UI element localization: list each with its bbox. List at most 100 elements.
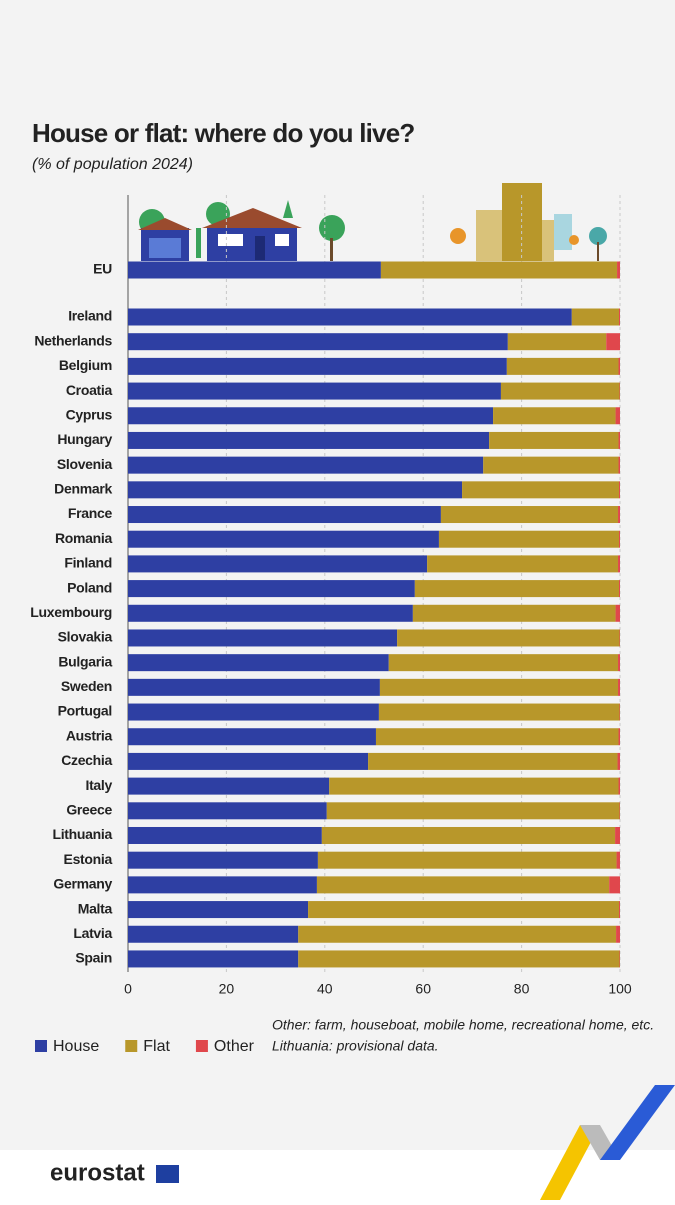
bar-segment	[128, 432, 489, 449]
x-tick-label: 60	[415, 981, 431, 997]
y-tick-label: Netherlands	[34, 332, 112, 348]
y-tick-label: Sweden	[61, 678, 112, 694]
bar-segment	[619, 778, 620, 795]
bar-segment	[619, 481, 620, 498]
bar-segment	[308, 901, 619, 918]
x-tick-label: 0	[124, 981, 132, 997]
bar-segment	[619, 580, 620, 597]
note: Other: farm, houseboat, mobile home, rec…	[272, 1017, 654, 1033]
legend-swatch	[196, 1040, 208, 1052]
x-tick-label: 80	[514, 981, 530, 997]
bar-segment	[619, 728, 620, 745]
bar-segment	[128, 802, 327, 819]
bar-segment	[619, 309, 620, 326]
y-tick-label: EU	[93, 261, 112, 277]
bar-segment	[128, 555, 427, 572]
bar-segment	[462, 481, 619, 498]
legend-label: Other	[214, 1038, 255, 1055]
bar-segment	[415, 580, 619, 597]
bar-segment	[619, 457, 620, 474]
bar-segment	[128, 926, 298, 943]
bar-segment	[616, 926, 620, 943]
bar-segment	[128, 654, 389, 671]
y-tick-label: Hungary	[57, 431, 112, 447]
y-tick-label: Romania	[55, 530, 113, 546]
y-tick-label: France	[68, 505, 113, 521]
y-tick-label: Finland	[64, 555, 112, 571]
bar-segment	[606, 333, 620, 350]
bar-segment	[397, 629, 619, 646]
chart-title: House or flat: where do you live?	[32, 118, 414, 148]
bar-segment	[619, 901, 620, 918]
y-tick-label: Greece	[66, 802, 112, 818]
bar-segment	[298, 950, 619, 967]
bar-segment	[128, 704, 379, 721]
bar-segment	[380, 679, 618, 696]
bar-segment	[128, 901, 308, 918]
bar-segment	[507, 358, 619, 375]
x-tick-label: 100	[608, 981, 632, 997]
bar-segment	[128, 506, 441, 523]
bar-segment	[128, 309, 572, 326]
bar-segment	[128, 827, 322, 844]
bar-segment	[619, 358, 620, 375]
bar-segment	[128, 358, 507, 375]
y-tick-label: Denmark	[54, 481, 112, 497]
legend-swatch	[35, 1040, 47, 1052]
bar-segment	[381, 262, 617, 279]
y-tick-label: Malta	[78, 900, 113, 916]
bar-segment	[128, 876, 317, 893]
y-tick-label: Lithuania	[52, 826, 112, 842]
x-tick-label: 40	[317, 981, 333, 997]
y-tick-label: Cyprus	[66, 406, 113, 422]
note: Lithuania: provisional data.	[272, 1038, 439, 1054]
bar-segment	[318, 852, 617, 869]
bar-segment	[317, 876, 609, 893]
y-tick-label: Bulgaria	[58, 653, 112, 669]
y-tick-label: Latvia	[73, 925, 112, 941]
bar-segment	[128, 679, 380, 696]
x-tick-label: 20	[219, 981, 235, 997]
y-tick-label: Croatia	[66, 382, 113, 398]
bar-segment	[508, 333, 606, 350]
bar-segment	[128, 531, 439, 548]
bar-segment	[572, 309, 619, 326]
y-tick-label: Estonia	[64, 851, 113, 867]
bar-segment	[128, 728, 376, 745]
logo: eurostat	[50, 1159, 145, 1186]
legend-swatch	[125, 1040, 137, 1052]
bar-segment	[619, 432, 620, 449]
bar-segment	[128, 580, 415, 597]
y-tick-label: Germany	[53, 876, 112, 892]
bar-segment	[441, 506, 618, 523]
bar-segment	[128, 852, 318, 869]
bar-segment	[376, 728, 619, 745]
bar-segment	[427, 555, 618, 572]
bar-segment	[413, 605, 616, 622]
bar-segment	[389, 654, 618, 671]
bar-segment	[618, 679, 620, 696]
y-tick-label: Luxembourg	[30, 604, 112, 620]
bar-segment	[128, 950, 298, 967]
eu-flag	[156, 1165, 179, 1183]
bar-segment	[128, 629, 397, 646]
bar-segment	[618, 555, 620, 572]
bar-segment	[128, 262, 381, 279]
bar-segment	[439, 531, 619, 548]
bar-segment	[493, 407, 616, 424]
y-tick-label: Italy	[85, 777, 112, 793]
y-tick-label: Slovenia	[57, 456, 113, 472]
bar-segment	[618, 654, 620, 671]
bar-segment	[128, 778, 329, 795]
bar-segment	[483, 457, 618, 474]
bar-segment	[618, 506, 620, 523]
bar-segment	[379, 704, 620, 721]
chart-subtitle: (% of population 2024)	[32, 156, 193, 173]
bar-segment	[501, 383, 620, 400]
bar-segment	[616, 407, 620, 424]
bar-segment	[128, 481, 462, 498]
y-tick-label: Spain	[75, 950, 112, 966]
bar-segment	[322, 827, 615, 844]
